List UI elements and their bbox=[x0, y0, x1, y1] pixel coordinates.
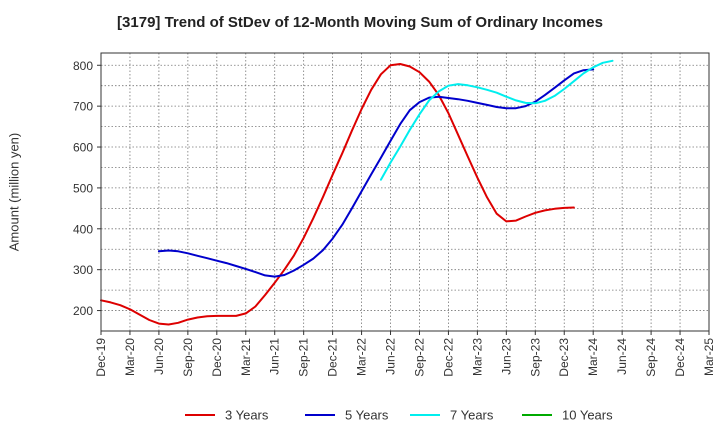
x-tick-label: Sep-23 bbox=[528, 338, 542, 377]
y-tick-label: 500 bbox=[73, 181, 93, 195]
y-tick-label: 700 bbox=[73, 100, 93, 114]
x-tick-label: Jun-24 bbox=[615, 338, 629, 375]
y-tick-label: 200 bbox=[73, 304, 93, 318]
y-tick-label: 400 bbox=[73, 222, 93, 236]
y-tick-labels: 200 300 400 500 600 700 800 bbox=[73, 59, 101, 318]
x-tick-label: Mar-25 bbox=[702, 338, 716, 376]
series-line-3-years bbox=[100, 63, 575, 326]
x-tick-label: Dec-21 bbox=[326, 338, 340, 377]
x-tick-label: Jun-20 bbox=[152, 338, 166, 375]
x-tick-label: Jun-21 bbox=[268, 338, 282, 375]
x-tick-label: Jun-23 bbox=[499, 338, 513, 375]
x-tick-label: Dec-23 bbox=[557, 338, 571, 377]
series-line-5-years bbox=[157, 68, 595, 278]
x-tick-label: Mar-20 bbox=[123, 338, 137, 376]
x-tick-label: Dec-24 bbox=[673, 338, 687, 377]
series-line-7-years bbox=[379, 59, 614, 181]
grid-layer bbox=[100, 53, 710, 331]
x-tick-label: Mar-22 bbox=[355, 338, 369, 376]
chart-title: [3179] Trend of StDev of 12-Month Moving… bbox=[117, 14, 603, 31]
x-tick-label: Sep-24 bbox=[644, 338, 658, 377]
y-tick-label: 600 bbox=[73, 141, 93, 155]
legend-label-3-years: 3 Years bbox=[225, 408, 269, 423]
legend-label-5-years: 5 Years bbox=[345, 408, 389, 423]
x-tick-label: Jun-22 bbox=[384, 338, 398, 375]
x-tick-label: Dec-22 bbox=[441, 338, 455, 377]
x-tick-label: Sep-21 bbox=[297, 338, 311, 377]
legend: 3 Years 5 Years 7 Years 10 Years bbox=[185, 408, 613, 423]
x-tick-label: Mar-21 bbox=[239, 338, 253, 376]
series-layer bbox=[100, 59, 614, 326]
plot-frame bbox=[100, 52, 710, 332]
x-tick-labels: Dec-19 Mar-20 Jun-20 Sep-20 Dec-20 Mar-21 Jun-… bbox=[94, 331, 716, 377]
x-tick-label: Dec-20 bbox=[210, 338, 224, 377]
x-tick-label: Dec-19 bbox=[94, 338, 108, 377]
x-tick-label: Sep-20 bbox=[181, 338, 195, 377]
legend-label-7-years: 7 Years bbox=[450, 408, 494, 423]
x-tick-label: Mar-23 bbox=[470, 338, 484, 376]
x-tick-label: Mar-24 bbox=[586, 338, 600, 376]
legend-label-10-years: 10 Years bbox=[562, 408, 613, 423]
y-tick-label: 800 bbox=[73, 59, 93, 73]
y-tick-label: 300 bbox=[73, 263, 93, 277]
x-tick-label: Sep-22 bbox=[412, 338, 426, 377]
